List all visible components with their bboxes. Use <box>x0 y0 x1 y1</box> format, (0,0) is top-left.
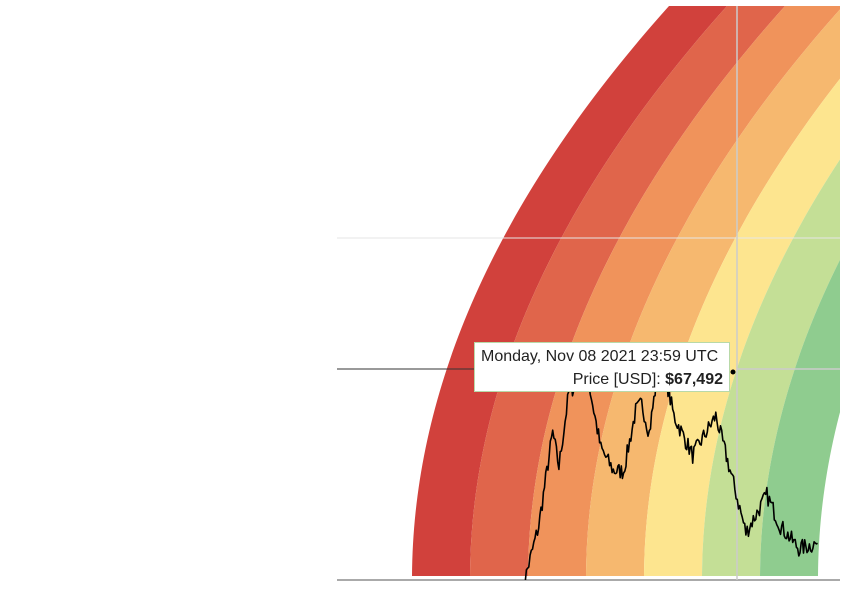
tooltip-price: Price [USD]: $67,492 <box>573 371 723 389</box>
tooltip-price-value: $67,492 <box>665 371 723 388</box>
rainbow-band-3 <box>528 6 840 576</box>
price-tooltip: Monday, Nov 08 2021 23:59 UTC Price [USD… <box>474 342 730 392</box>
rainbow-band-1 <box>412 6 727 576</box>
hover-marker <box>730 369 736 375</box>
tooltip-date: Monday, Nov 08 2021 23:59 UTC <box>481 348 719 365</box>
rainbow-bands <box>412 6 840 576</box>
rainbow-band-4 <box>586 9 840 576</box>
rainbow-band-2 <box>470 6 785 576</box>
rainbow-band-7 <box>760 259 840 576</box>
tooltip-price-label: Price [USD]: <box>572 371 666 388</box>
